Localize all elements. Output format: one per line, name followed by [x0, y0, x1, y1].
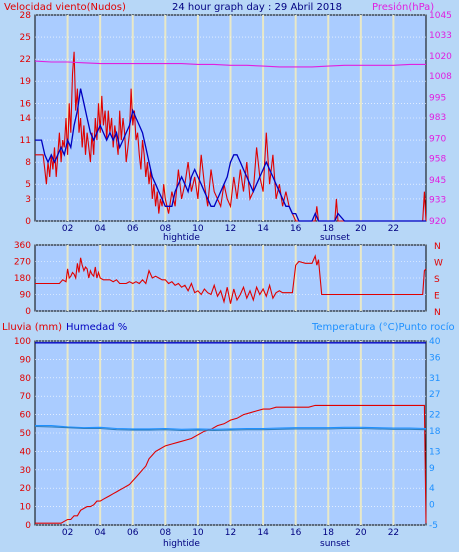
y2-tick-label: 945	[429, 176, 446, 186]
temperature-label: Temperatura (°C)Punto rocío	[311, 321, 455, 333]
y-tick-label: 180	[14, 274, 31, 284]
temperature-series-line	[35, 425, 427, 430]
y-tick-label: 0	[25, 217, 31, 227]
y-tick-label: 5	[25, 180, 31, 190]
y-tick-label: 3	[25, 195, 31, 205]
compass-label: S	[434, 275, 440, 285]
rain-label: Lluvia (mm)	[2, 322, 62, 333]
x-tick-label: 14	[257, 224, 269, 234]
x-tick-label: 18	[323, 528, 335, 538]
y2-tick-label: 970	[429, 135, 446, 145]
y2-tick-label: 920	[429, 217, 446, 227]
y2-tick-label: 40	[429, 337, 441, 347]
y2-tick-label: 1020	[429, 52, 452, 62]
x-tick-label: 20	[355, 224, 367, 234]
gust-series-line	[35, 51, 427, 222]
y-tick-label: 28	[20, 11, 32, 21]
chart-title: 24 hour graph day : 29 Abril 2018	[172, 2, 342, 13]
y-tick-label: 25	[20, 33, 31, 43]
y-tick-label: 360	[14, 241, 31, 251]
x-tick-label: 22	[388, 528, 399, 538]
x-tick-label: 10	[192, 224, 204, 234]
y-tick-label: 20	[20, 484, 32, 494]
y2-tick-label: 36	[429, 353, 441, 363]
wind-speed-label: Velocidad viento(Nudos)	[4, 2, 126, 13]
x-tick-label: 06	[127, 528, 139, 538]
pressure-series-line	[34, 60, 426, 68]
hightide-marker-bottom: hightide	[163, 539, 200, 549]
y2-tick-label: 933	[429, 196, 446, 206]
x-tick-label: 10	[192, 528, 204, 538]
x-tick-label: 02	[62, 224, 73, 234]
x-tick-label: 14	[257, 528, 269, 538]
y-tick-label: 11	[20, 136, 31, 146]
y2-tick-label: 4	[429, 484, 435, 494]
compass-label: E	[434, 292, 440, 302]
wind-pressure-panel: 0 3 5 8 11 14 16 19 22 25 28 920 933 945 958 970 983 995 1…	[20, 11, 453, 234]
compass-label: N	[434, 308, 441, 318]
y-tick-label: 60	[20, 411, 32, 421]
y-tick-label: 70	[20, 392, 32, 402]
y-tick-label: 16	[20, 99, 32, 109]
rain-series-line	[35, 404, 427, 524]
y-tick-label: 50	[20, 429, 32, 439]
y-tick-label: 80	[20, 374, 32, 384]
hightide-marker-top: hightide	[163, 233, 200, 243]
x-tick-label: 16	[290, 224, 302, 234]
x-tick-label: 18	[323, 224, 335, 234]
x-tick-label: 04	[94, 528, 106, 538]
y2-tick-label: 1045	[429, 11, 452, 21]
y2-tick-label: 22	[429, 411, 440, 421]
y-tick-label: 0	[25, 521, 31, 531]
humidity-label: Humedad %	[66, 322, 127, 333]
y2-tick-label: 995	[429, 93, 446, 103]
y2-tick-label: 27	[429, 390, 440, 400]
sunset-marker-top: sunset	[320, 233, 350, 243]
y-tick-label: 40	[20, 447, 32, 457]
x-tick-label: 12	[225, 224, 236, 234]
y2-tick-label: 983	[429, 113, 446, 123]
x-tick-label: 20	[355, 528, 367, 538]
rain-humidity-temperature-panel: 0102030405060708090100-50491318222731364…	[14, 337, 441, 538]
y-tick-label: 22	[20, 55, 31, 65]
y-tick-label: 270	[14, 258, 31, 268]
y2-tick-label: -5	[429, 521, 438, 531]
y-tick-label: 0	[25, 307, 31, 317]
y-tick-label: 14	[20, 114, 32, 124]
compass-label: W	[434, 259, 443, 269]
y2-tick-label: 0	[429, 501, 435, 511]
y2-tick-label: 9	[429, 464, 435, 474]
y2-tick-label: 1033	[429, 31, 452, 41]
y-tick-label: 10	[20, 503, 32, 513]
direction-series-line	[35, 254, 427, 304]
y2-tick-label: 18	[429, 427, 441, 437]
sunset-marker-bottom: sunset	[320, 539, 350, 549]
y-tick-label: 100	[14, 337, 31, 347]
y2-tick-label: 1008	[429, 72, 452, 82]
y2-tick-label: 958	[429, 154, 446, 164]
x-tick-label: 06	[127, 224, 139, 234]
average-series-line	[35, 88, 426, 222]
y2-tick-label: 13	[429, 447, 440, 457]
compass-label: N	[434, 242, 441, 252]
x-tick-label: 22	[388, 224, 399, 234]
x-tick-label: 08	[160, 528, 172, 538]
x-tick-label: 12	[225, 528, 236, 538]
y-tick-label: 30	[20, 466, 32, 476]
x-tick-label: 08	[160, 224, 172, 234]
x-tick-label: 02	[62, 528, 73, 538]
y-tick-label: 90	[20, 355, 32, 365]
dewpoint-series-line	[34, 425, 427, 432]
y-tick-label: 90	[20, 291, 32, 301]
y2-tick-label: 31	[429, 374, 440, 384]
y-tick-label: 8	[25, 158, 31, 168]
pressure-label: Presión(hPa)	[372, 1, 434, 13]
y-tick-label: 19	[20, 77, 32, 87]
x-tick-label: 04	[94, 224, 106, 234]
x-tick-label: 16	[290, 528, 302, 538]
